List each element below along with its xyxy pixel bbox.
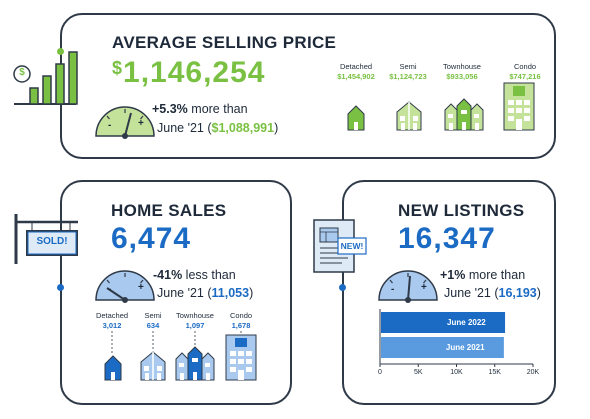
new-listings-prev-prefix: June '21 ( bbox=[444, 286, 499, 300]
home-sales-detached-icon bbox=[104, 355, 122, 381]
home-sales-type-label-detached: Detached bbox=[95, 311, 129, 320]
avg-price-prev-prefix: June '21 ( bbox=[157, 121, 212, 135]
listings-x-tick-label-4: 20K bbox=[526, 369, 540, 376]
listings-x-tick-label-3: 15K bbox=[488, 369, 501, 376]
home-sales-prev-prefix: June '21 ( bbox=[157, 286, 212, 300]
home-sales-change-pct: -41% bbox=[153, 268, 183, 282]
new-listings-change-text: more than bbox=[468, 268, 526, 282]
avg-price-title: AVERAGE SELLING PRICE bbox=[112, 33, 337, 52]
avg-price-change: +5.3% more than bbox=[152, 102, 248, 116]
avg-price-card-dot bbox=[57, 48, 64, 55]
new-listings-prev-value: 16,193 bbox=[498, 286, 537, 300]
home-sales-prev-suffix: ) bbox=[249, 286, 254, 300]
new-listings-value: 16,347 bbox=[398, 222, 496, 255]
avg-price-prev-value: $1,088,991 bbox=[211, 121, 275, 135]
avg-price-type-value-detached: $1,454,902 bbox=[337, 72, 375, 81]
avg-price-type-label-condo: Condo bbox=[513, 62, 537, 71]
home-sales-type-value-semi: 634 bbox=[146, 321, 160, 330]
home-sales-change-text: less than bbox=[185, 268, 236, 282]
new-listings-change: +1% more than bbox=[440, 268, 525, 282]
price-chart-icon-sign: $ bbox=[19, 67, 25, 78]
avg-price-gauge bbox=[95, 106, 155, 139]
home-sales-gauge-minus: - bbox=[108, 284, 112, 295]
new-listings-gauge-plus: + bbox=[421, 282, 427, 293]
avg-price-dollar: $ bbox=[112, 58, 124, 78]
home-sales-gauge-plus: + bbox=[138, 282, 144, 293]
avg-price-type-label-townhouse: Townhouse bbox=[443, 62, 481, 71]
avg-price-value: $1,146,254 bbox=[112, 56, 265, 90]
home-sales-gauge bbox=[95, 270, 155, 303]
price-chart-icon bbox=[13, 51, 78, 105]
avg-price-gauge-plus: + bbox=[138, 118, 144, 129]
home-sales-townhouse-icon bbox=[175, 346, 215, 381]
avg-price-townhouse-icon bbox=[444, 98, 484, 131]
home-sales-type-label-condo: Condo bbox=[229, 311, 253, 320]
avg-price-condo-icon bbox=[503, 82, 535, 131]
new-listings-prev-suffix: ) bbox=[536, 286, 541, 300]
listings-bar-0 bbox=[381, 312, 506, 333]
avg-price-gauge-minus: - bbox=[108, 120, 112, 131]
home-sales-title: HOME SALES bbox=[111, 201, 227, 220]
home-sales-card-dot bbox=[57, 284, 64, 291]
listings-bar-label-1: June 2021 bbox=[445, 343, 485, 352]
avg-price-type-value-townhouse: $933,056 bbox=[446, 72, 478, 81]
listings-x-tick-label-2: 10K bbox=[450, 369, 463, 376]
new-listings-title: NEW LISTINGS bbox=[398, 201, 525, 220]
home-sales-semi-icon bbox=[140, 351, 166, 381]
avg-price-number: 1,146,254 bbox=[123, 56, 266, 89]
avg-price-detached-icon bbox=[347, 105, 365, 131]
home-sales-type-label-townhouse: Townhouse bbox=[176, 311, 214, 320]
home-sales-type-value-detached: 3,012 bbox=[102, 321, 122, 330]
sold-sign-icon bbox=[14, 214, 78, 264]
home-sales-condo-icon bbox=[225, 334, 257, 381]
home-sales-value: 6,474 bbox=[111, 222, 192, 255]
new-listings-prev: June '21 (16,193) bbox=[444, 286, 541, 300]
home-sales-type-value-townhouse: 1,097 bbox=[185, 321, 205, 330]
listings-x-tick-label-0: 0 bbox=[378, 369, 382, 376]
avg-price-semi-icon bbox=[396, 101, 422, 131]
new-listings-gauge bbox=[378, 270, 438, 303]
home-sales-prev-value: 11,053 bbox=[211, 286, 250, 300]
avg-price-prev-suffix: ) bbox=[274, 121, 279, 135]
home-sales-type-value-condo: 1,678 bbox=[231, 321, 251, 330]
avg-price-type-value-condo: $747,216 bbox=[509, 72, 541, 81]
newspaper-icon bbox=[313, 219, 367, 273]
newspaper-new-text: NEW! bbox=[340, 241, 364, 251]
avg-price-type-value-semi: $1,124,723 bbox=[389, 72, 427, 81]
home-sales-prev: June '21 (11,053) bbox=[157, 286, 253, 300]
avg-price-type-label-semi: Semi bbox=[399, 62, 417, 71]
listings-bar-1 bbox=[381, 337, 504, 358]
new-listings-change-pct: +1% bbox=[440, 268, 466, 282]
sold-sign-text: SOLD! bbox=[36, 236, 68, 247]
new-listings-gauge-minus: - bbox=[391, 284, 395, 295]
avg-price-change-pct: +5.3% bbox=[152, 102, 188, 116]
listings-x-tick-label-1: 5K bbox=[413, 369, 423, 376]
avg-price-type-label-detached: Detached bbox=[339, 62, 373, 71]
new-listings-card bbox=[342, 180, 556, 405]
home-sales-change: -41% less than bbox=[153, 268, 236, 282]
listings-bar-label-0: June 2022 bbox=[447, 318, 486, 327]
avg-price-change-text: more than bbox=[191, 102, 248, 116]
avg-price-prev: June '21 ($1,088,991) bbox=[157, 121, 278, 135]
new-listings-card-dot bbox=[339, 284, 346, 291]
home-sales-type-label-semi: Semi bbox=[144, 311, 162, 320]
